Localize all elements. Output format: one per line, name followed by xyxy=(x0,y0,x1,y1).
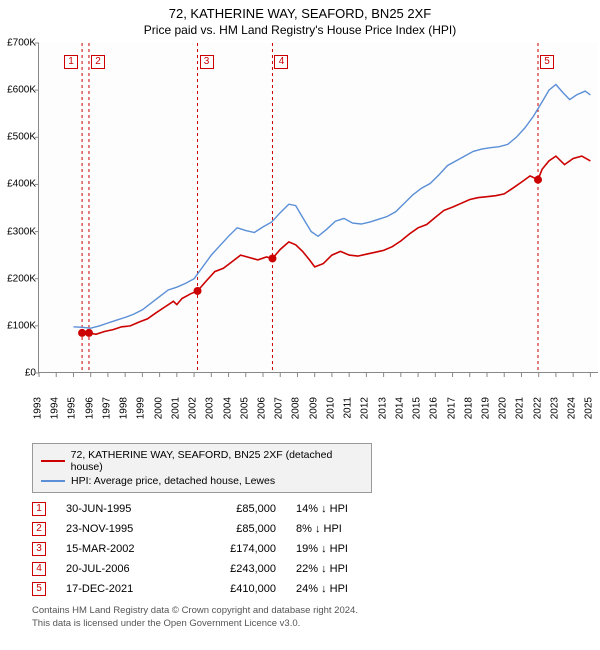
sale-index-box: 5 xyxy=(32,582,46,596)
footer: Contains HM Land Registry data © Crown c… xyxy=(32,605,592,631)
y-tick-label: £400K xyxy=(7,179,36,190)
x-tick-label: 2006 xyxy=(257,397,268,419)
x-tick-label: 2005 xyxy=(239,397,250,419)
y-tick-label: £500K xyxy=(7,132,36,143)
y-tick-label: £300K xyxy=(7,226,36,237)
x-tick-label: 2025 xyxy=(584,397,595,419)
page-title: 72, KATHERINE WAY, SEAFORD, BN25 2XF xyxy=(0,6,600,21)
y-tick-label: £200K xyxy=(7,273,36,284)
page-subtitle: Price paid vs. HM Land Registry's House … xyxy=(0,23,600,37)
x-tick-label: 2018 xyxy=(463,397,474,419)
sale-marker-box: 3 xyxy=(200,55,214,69)
x-tick-label: 2024 xyxy=(567,397,578,419)
legend-item: 72, KATHERINE WAY, SEAFORD, BN25 2XF (de… xyxy=(41,448,363,474)
plot-area: 12 3 4 5 xyxy=(38,43,598,373)
x-tick-label: 2004 xyxy=(222,397,233,419)
sale-price: £410,000 xyxy=(196,583,276,595)
y-tick-label: £600K xyxy=(7,85,36,96)
plot-svg xyxy=(39,43,598,372)
y-tick-label: £0 xyxy=(25,368,36,379)
sale-price: £174,000 xyxy=(196,543,276,555)
chart-container: 72, KATHERINE WAY, SEAFORD, BN25 2XF Pri… xyxy=(0,0,600,650)
sale-diff: 8% ↓ HPI xyxy=(296,523,386,535)
chart-area: £0£100K£200K£300K£400K£500K£600K£700K 12… xyxy=(38,43,598,393)
sale-date: 15-MAR-2002 xyxy=(66,543,176,555)
legend-swatch xyxy=(41,460,65,462)
title-block: 72, KATHERINE WAY, SEAFORD, BN25 2XF Pri… xyxy=(0,0,600,39)
footer-line2: This data is licensed under the Open Gov… xyxy=(32,618,592,631)
sale-date: 23-NOV-1995 xyxy=(66,523,176,535)
sale-date: 30-JUN-1995 xyxy=(66,503,176,515)
x-tick-label: 2012 xyxy=(360,397,371,419)
sale-row: 2 23-NOV-1995 £85,000 8% ↓ HPI xyxy=(32,519,592,539)
x-tick-label: 1995 xyxy=(67,397,78,419)
footer-line1: Contains HM Land Registry data © Crown c… xyxy=(32,605,592,618)
sale-diff: 22% ↓ HPI xyxy=(296,563,386,575)
x-tick-label: 2020 xyxy=(498,397,509,419)
sale-marker-box: 1 xyxy=(64,55,78,69)
sale-index-box: 3 xyxy=(32,542,46,556)
sale-price: £85,000 xyxy=(196,523,276,535)
x-tick-label: 2002 xyxy=(188,397,199,419)
legend-label: HPI: Average price, detached house, Lewe… xyxy=(71,475,275,487)
x-tick-label: 2019 xyxy=(481,397,492,419)
x-tick-label: 2000 xyxy=(153,397,164,419)
x-tick-label: 1997 xyxy=(101,397,112,419)
sale-index-box: 2 xyxy=(32,522,46,536)
x-tick-label: 2013 xyxy=(377,397,388,419)
sale-row: 1 30-JUN-1995 £85,000 14% ↓ HPI xyxy=(32,499,592,519)
legend: 72, KATHERINE WAY, SEAFORD, BN25 2XF (de… xyxy=(32,443,372,493)
x-tick-label: 2003 xyxy=(205,397,216,419)
x-tick-label: 2009 xyxy=(308,397,319,419)
sale-price: £85,000 xyxy=(196,503,276,515)
x-tick-label: 2011 xyxy=(343,397,354,419)
sale-diff: 19% ↓ HPI xyxy=(296,543,386,555)
sale-row: 3 15-MAR-2002 £174,000 19% ↓ HPI xyxy=(32,539,592,559)
x-tick-label: 2001 xyxy=(170,397,181,419)
x-tick-label: 2008 xyxy=(291,397,302,419)
x-tick-label: 2017 xyxy=(446,397,457,419)
sale-date: 20-JUL-2006 xyxy=(66,563,176,575)
x-tick-label: 2021 xyxy=(515,397,526,419)
x-tick-label: 2022 xyxy=(532,397,543,419)
sale-row: 5 17-DEC-2021 £410,000 24% ↓ HPI xyxy=(32,579,592,599)
x-axis: 1993199419951996199719981999200020012002… xyxy=(38,393,598,437)
sale-row: 4 20-JUL-2006 £243,000 22% ↓ HPI xyxy=(32,559,592,579)
sale-marker-box: 4 xyxy=(274,55,288,69)
x-tick-label: 1996 xyxy=(84,397,95,419)
x-tick-label: 2010 xyxy=(325,397,336,419)
x-tick-label: 1999 xyxy=(136,397,147,419)
sale-index-box: 1 xyxy=(32,502,46,516)
sale-date: 17-DEC-2021 xyxy=(66,583,176,595)
y-tick-label: £700K xyxy=(7,38,36,49)
sale-diff: 24% ↓ HPI xyxy=(296,583,386,595)
x-tick-label: 2007 xyxy=(274,397,285,419)
x-tick-label: 2015 xyxy=(412,397,423,419)
legend-swatch xyxy=(41,480,65,482)
legend-item: HPI: Average price, detached house, Lewe… xyxy=(41,474,363,488)
x-tick-label: 1993 xyxy=(33,397,44,419)
x-tick-label: 1994 xyxy=(50,397,61,419)
x-tick-label: 1998 xyxy=(119,397,130,419)
x-tick-label: 2016 xyxy=(429,397,440,419)
sale-diff: 14% ↓ HPI xyxy=(296,503,386,515)
y-tick-label: £100K xyxy=(7,320,36,331)
sale-marker-box: 5 xyxy=(540,55,554,69)
legend-label: 72, KATHERINE WAY, SEAFORD, BN25 2XF (de… xyxy=(71,449,363,473)
sales-table: 1 30-JUN-1995 £85,000 14% ↓ HPI 2 23-NOV-1995… xyxy=(32,499,592,599)
x-tick-label: 2023 xyxy=(549,397,560,419)
sale-index-box: 4 xyxy=(32,562,46,576)
sale-price: £243,000 xyxy=(196,563,276,575)
sale-marker-box: 2 xyxy=(91,55,105,69)
y-axis: £0£100K£200K£300K£400K£500K£600K£700K xyxy=(0,43,38,393)
x-tick-label: 2014 xyxy=(394,397,405,419)
